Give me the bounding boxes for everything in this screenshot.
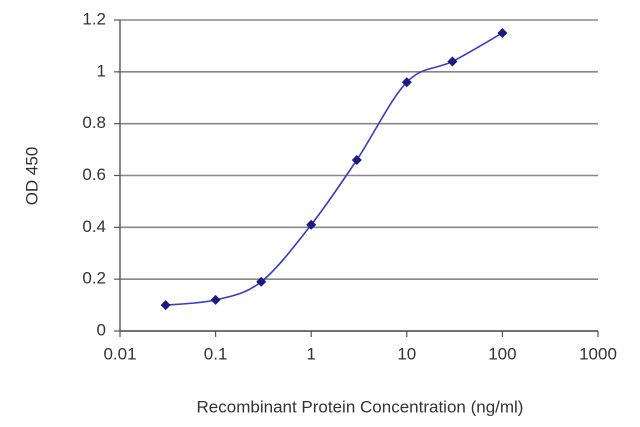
data-point <box>256 276 267 287</box>
y-tick-label: 0.8 <box>82 113 106 132</box>
y-tick-label: 0.2 <box>82 269 106 288</box>
y-axis-label: OD 450 <box>22 147 41 206</box>
x-tick-label: 10 <box>397 344 416 363</box>
data-point <box>210 294 221 305</box>
x-axis-label: Recombinant Protein Concentration (ng/ml… <box>197 397 524 416</box>
data-point <box>497 27 508 38</box>
y-tick-label: 0.4 <box>82 217 106 236</box>
data-point <box>351 154 362 165</box>
x-tick-label: 0.01 <box>103 344 136 363</box>
x-tick-label: 1000 <box>579 344 617 363</box>
x-tick-label: 0.1 <box>204 344 228 363</box>
data-point <box>447 56 458 67</box>
y-tick-label: 1.2 <box>82 9 106 28</box>
x-tick-label: 1 <box>306 344 315 363</box>
data-point <box>160 300 171 311</box>
y-tick-label: 0.6 <box>82 165 106 184</box>
data-line <box>165 32 503 306</box>
y-tick-label: 0 <box>97 320 106 339</box>
data-point <box>306 219 317 230</box>
x-tick-label: 100 <box>488 344 516 363</box>
data-point <box>401 77 412 88</box>
y-tick-label: 1 <box>97 61 106 80</box>
